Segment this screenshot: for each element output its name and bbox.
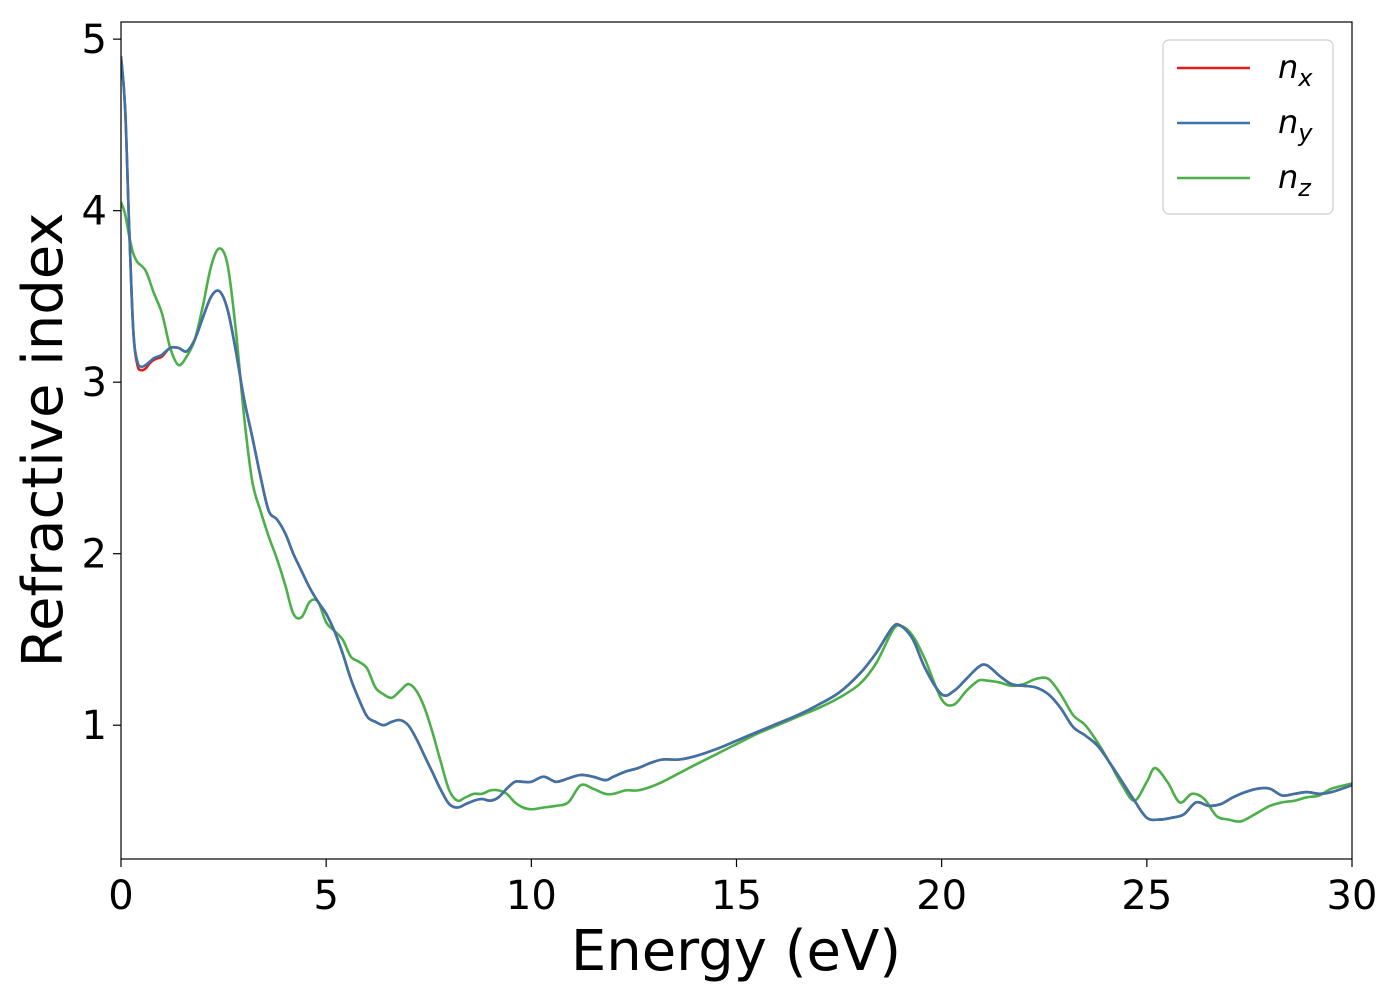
y-axis-ticks: 1 2 3 4 5: [82, 17, 121, 749]
x-tick-label: 0: [108, 873, 133, 919]
x-axis-ticks: 0 5 10 15 20 25 30: [108, 859, 1377, 919]
y-tick-label: 2: [82, 532, 107, 578]
x-tick-label: 10: [506, 873, 557, 919]
x-axis-title: Energy (eV): [571, 919, 901, 984]
x-tick-label: 20: [916, 873, 967, 919]
series-line-nz: [121, 201, 1352, 823]
x-tick-label: 30: [1327, 873, 1378, 919]
y-tick-label: 4: [82, 189, 107, 235]
x-tick-label: 15: [711, 873, 762, 919]
y-tick-label: 5: [82, 17, 107, 63]
series-line-ny: [121, 56, 1352, 822]
series-layer: [121, 56, 1352, 823]
legend-label-ny: ny: [1278, 103, 1313, 147]
y-tick-label: 1: [82, 703, 107, 749]
legend-label-nx: nx: [1278, 48, 1313, 92]
y-axis-title: Refractive index: [11, 213, 76, 668]
legend-box: [1162, 39, 1334, 215]
y-tick-label: 3: [82, 360, 107, 406]
x-tick-label: 5: [313, 873, 338, 919]
x-tick-label: 25: [1121, 873, 1172, 919]
